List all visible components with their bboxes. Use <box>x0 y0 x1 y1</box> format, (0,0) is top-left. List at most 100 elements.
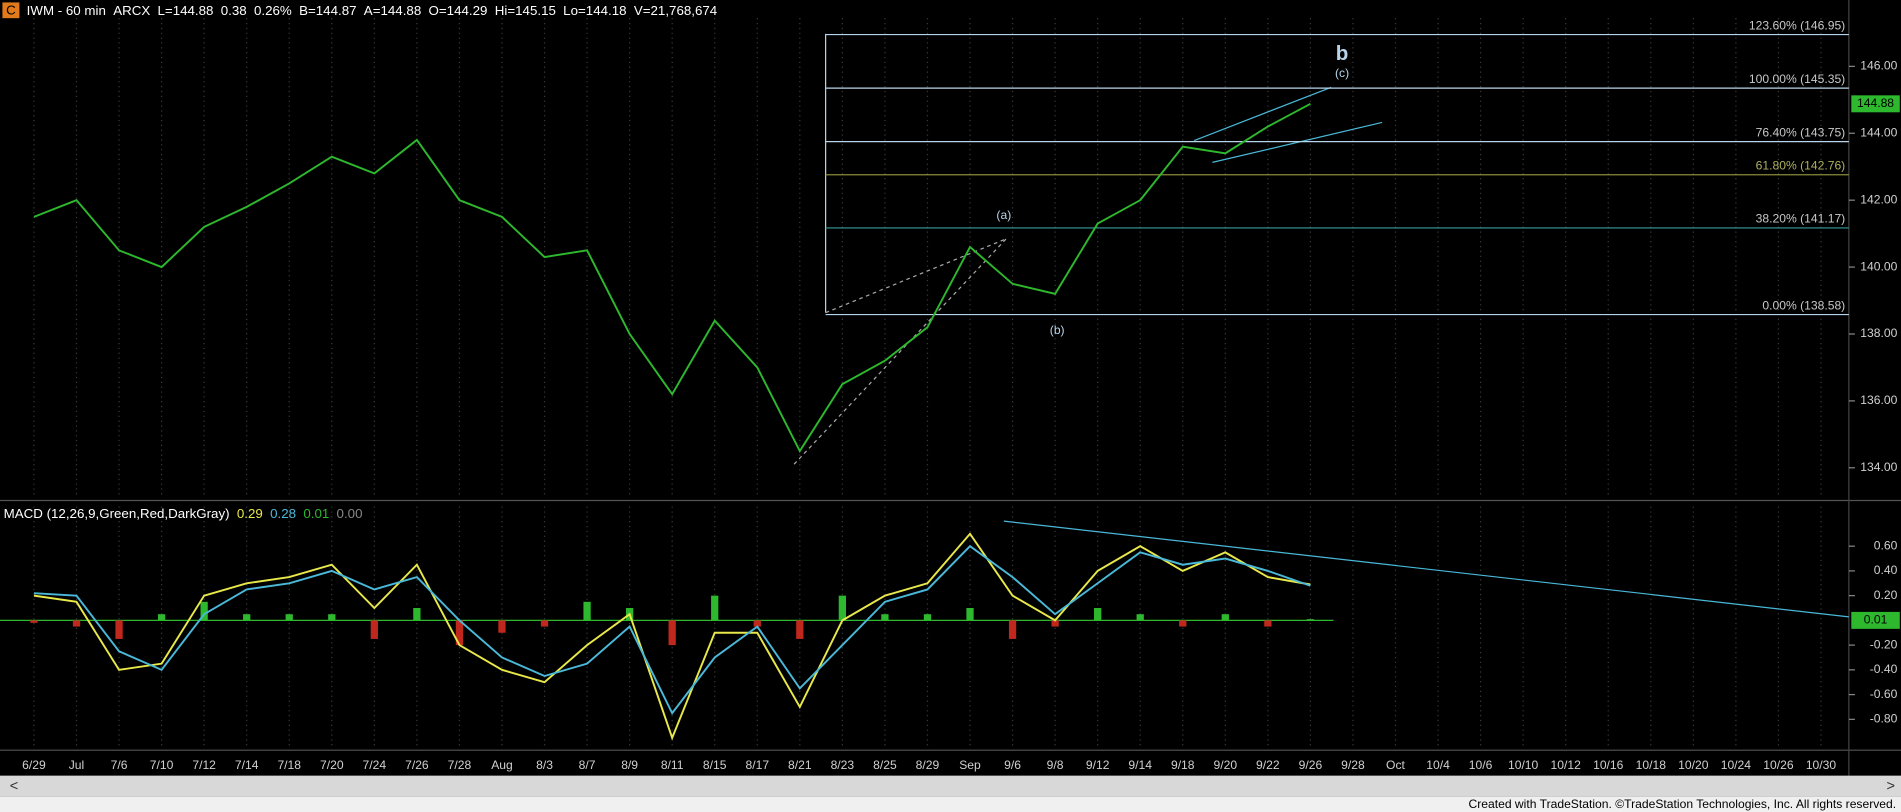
x-tick-label: 7/28 <box>448 758 472 772</box>
histogram-bar <box>668 620 676 646</box>
wave-label: b <box>1336 42 1349 65</box>
histogram-bar <box>200 601 208 621</box>
x-tick-label: 10/10 <box>1508 758 1539 772</box>
histogram-bar <box>243 614 251 621</box>
quote-header: IWM - 60 min ARCX L=144.88 0.38 0.26% B=144.8… <box>27 2 718 17</box>
y-tick-label: -0.40 <box>1870 662 1898 676</box>
histogram-bar <box>1264 620 1272 627</box>
x-tick-label: 8/21 <box>788 758 812 772</box>
macd-title: MACD (12,26,9,Green,Red,DarkGray) <box>4 505 230 520</box>
last-price-tag <box>1851 95 1900 113</box>
x-tick-label: 9/22 <box>1256 758 1280 772</box>
histogram-bar <box>711 595 719 621</box>
x-tick-label: 8/25 <box>873 758 897 772</box>
x-tick-label: 7/18 <box>277 758 301 772</box>
y-tick-label: 140.00 <box>1860 259 1897 273</box>
x-tick-label: 7/12 <box>192 758 216 772</box>
quote-field: V=21,768,674 <box>634 2 718 17</box>
histogram-bar <box>753 620 761 627</box>
y-tick-label: -0.20 <box>1870 637 1898 651</box>
histogram-bar <box>1306 619 1315 621</box>
scroll-right[interactable]: > <box>1886 778 1895 794</box>
x-tick-label: 8/17 <box>745 758 769 772</box>
symbol-icon[interactable] <box>2 2 20 19</box>
histogram-bar <box>285 614 293 621</box>
wave-label: (b) <box>1050 323 1065 337</box>
x-tick-label: 10/18 <box>1636 758 1667 772</box>
quote-field: Lo=144.18 <box>563 2 626 17</box>
histogram-bar <box>583 601 591 621</box>
quote-field: Hi=145.15 <box>495 2 556 17</box>
scroll-left[interactable]: < <box>10 778 19 794</box>
exchange: ARCX <box>113 2 150 17</box>
x-tick-label: 8/29 <box>916 758 940 772</box>
quote-field: A=144.88 <box>364 2 421 17</box>
x-tick-label: Aug <box>491 758 513 772</box>
histogram-bar <box>1221 614 1229 621</box>
x-tick-label: 10/6 <box>1469 758 1493 772</box>
x-tick-label: 10/20 <box>1678 758 1709 772</box>
x-tick-label: 9/20 <box>1214 758 1238 772</box>
y-tick-label: 136.00 <box>1860 393 1897 407</box>
x-tick-label: 8/15 <box>703 758 727 772</box>
x-tick-label: 8/11 <box>661 758 684 772</box>
hist-tag-label: 0.01 <box>1864 613 1888 627</box>
fib-label: 76.40% (143.75) <box>1756 125 1846 139</box>
hist-tag <box>1851 611 1900 629</box>
zero-legend-value: 0.00 <box>337 505 363 520</box>
y-tick-label: 138.00 <box>1860 326 1897 340</box>
histogram-bar <box>370 620 378 639</box>
quote-field: O=144.29 <box>429 2 488 17</box>
histogram-bar <box>881 614 889 621</box>
trendline-dashed <box>793 238 1007 465</box>
histogram-bar <box>328 614 336 621</box>
y-tick-label: 142.00 <box>1860 192 1897 206</box>
histogram-bar <box>1008 620 1017 639</box>
scrollbar[interactable] <box>0 775 1901 797</box>
histogram-bar <box>455 620 464 646</box>
x-tick-label: 9/14 <box>1128 758 1152 772</box>
macd-trendline <box>1003 520 1849 618</box>
x-tick-label: 7/24 <box>363 758 387 772</box>
x-tick-label: Oct <box>1386 758 1405 772</box>
x-tick-label: 8/9 <box>621 758 638 772</box>
histogram-bar <box>72 620 81 627</box>
x-tick-label: 9/26 <box>1299 758 1323 772</box>
histogram-bar <box>1094 608 1102 621</box>
hist-legend-value: 0.01 <box>303 505 329 520</box>
x-tick-label: 10/24 <box>1721 758 1752 772</box>
signal-legend-value: 0.28 <box>270 505 296 520</box>
x-tick-label: 10/12 <box>1551 758 1582 772</box>
histogram-bar <box>498 620 506 633</box>
histogram-bar <box>115 620 123 639</box>
x-tick-label: 7/6 <box>111 758 128 772</box>
y-tick-label: -0.80 <box>1870 712 1898 726</box>
histogram-bar <box>413 608 421 621</box>
y-tick-label: -0.60 <box>1870 687 1898 701</box>
histogram-bar <box>1051 620 1059 627</box>
y-tick-label: 146.00 <box>1860 59 1897 73</box>
wedge-line <box>1212 121 1383 163</box>
x-tick-label: 8/7 <box>579 758 596 772</box>
histogram-bar <box>1136 614 1144 621</box>
macd-legend-value: 0.29 <box>237 505 263 520</box>
x-tick-label: 7/14 <box>235 758 259 772</box>
x-tick-label: 10/30 <box>1806 758 1837 772</box>
x-tick-label: Jul <box>69 758 84 772</box>
price-line <box>33 102 1311 454</box>
y-tick-label: 144.00 <box>1860 125 1897 139</box>
x-tick-label: 9/18 <box>1171 758 1195 772</box>
wave-label: (a) <box>996 208 1011 222</box>
x-tick-label: 7/26 <box>405 758 429 772</box>
fib-label: 100.00% (145.35) <box>1749 72 1845 86</box>
y-tick-label: 0.60 <box>1874 538 1898 552</box>
y-tick-label: 134.00 <box>1860 460 1897 474</box>
fib-label: 123.60% (146.95) <box>1749 18 1845 32</box>
signal-line <box>33 544 1311 715</box>
wave-label: (c) <box>1335 66 1349 80</box>
y-tick-label: 0.20 <box>1874 588 1898 602</box>
x-tick-label: Sep <box>959 758 981 772</box>
